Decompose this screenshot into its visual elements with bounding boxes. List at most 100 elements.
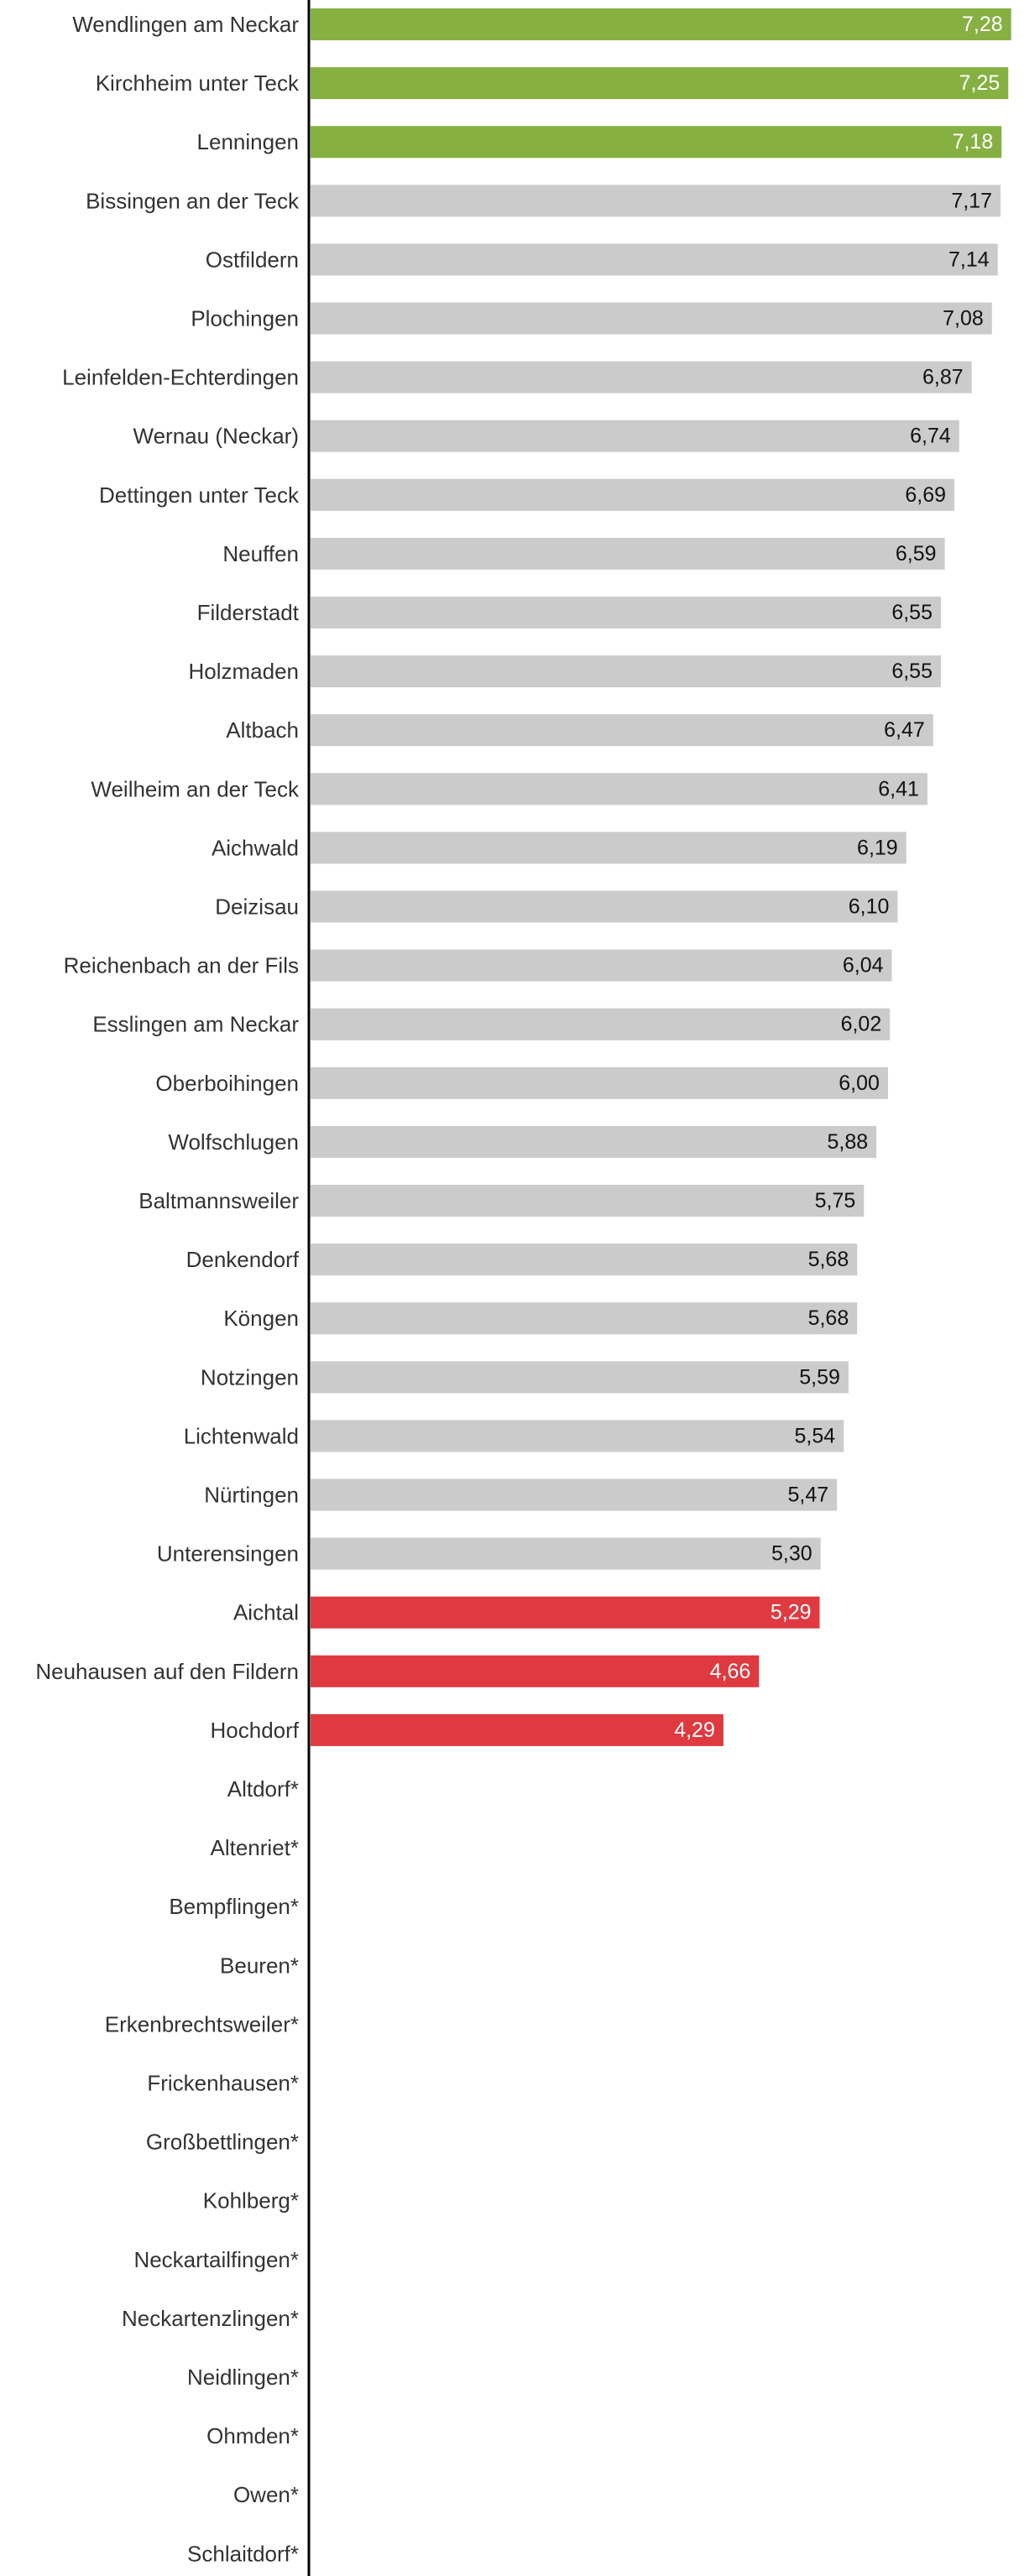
category-label: Filderstadt [197,600,300,625]
bar [311,478,955,511]
value-label: 6,04 [843,954,884,978]
category-label: Plochingen [191,306,299,331]
bar [311,1713,724,1746]
category-label: Oberboihingen [155,1071,299,1096]
value-label: 5,29 [771,1601,812,1624]
bar [311,67,1009,100]
bar [311,655,942,688]
category-label: Neuffen [222,541,299,566]
bar [311,1537,821,1570]
bar [311,890,898,923]
bar [311,302,992,335]
bar [311,126,1002,159]
value-label: 5,75 [815,1189,856,1212]
category-label: Kirchheim unter Teck [96,70,300,96]
category-label: Wolfschlugen [168,1129,299,1155]
value-label: 5,88 [828,1130,869,1154]
value-label: 4,66 [710,1660,751,1683]
bar [311,1185,865,1217]
category-label: Lichtenwald [184,1423,299,1448]
category-label: Frickenhausen* [147,2071,299,2096]
category-label: Deizisau [215,894,299,920]
value-label: 7,14 [948,248,990,271]
category-label: Dettingen unter Teck [99,482,300,508]
value-label: 5,54 [795,1424,836,1447]
bar [311,361,972,394]
value-label: 7,17 [951,189,992,212]
value-label: 6,87 [922,366,964,389]
category-label: Holzmaden [188,659,299,684]
value-label: 6,10 [849,895,890,919]
value-label: 6,00 [839,1072,880,1095]
bar [311,1125,877,1158]
bar [311,243,998,276]
category-label: Weilheim an der Teck [91,776,300,801]
bar [311,185,1001,217]
value-label: 5,68 [808,1306,849,1330]
bar [311,1302,858,1335]
value-label: 5,30 [771,1542,812,1566]
category-label: Altenriet* [211,1835,300,1860]
category-label: Wendlingen am Neckar [72,12,299,37]
bar [311,8,1011,40]
bar [311,537,945,570]
value-label: 6,41 [878,777,919,800]
category-label: Aichwald [212,835,299,860]
bar [311,1596,820,1629]
value-label: 6,19 [857,836,898,859]
category-label: Großbettlingen* [146,2130,299,2155]
category-label: Leinfelden-Echterdingen [62,365,299,390]
category-label: Altdorf* [227,1776,299,1802]
value-label: 7,28 [962,13,1003,36]
bar [311,1655,760,1687]
category-label: Schlaitdorf* [187,2541,299,2566]
value-label: 5,59 [799,1365,840,1389]
category-label: Lenningen [197,129,299,154]
value-label: 6,74 [910,425,951,448]
bar [311,597,942,628]
value-label: 6,59 [896,542,937,566]
value-label: 4,29 [674,1718,715,1742]
category-labels: Wendlingen am Neckar Kirchheim unter Teck… [35,12,300,2566]
category-label: Esslingen am Neckar [92,1012,299,1037]
category-label: Neuhausen auf den Fildern [35,1659,299,1684]
category-label: Baltmannsweiler [138,1188,299,1213]
bar [311,773,927,806]
category-label: Altbach [226,717,299,743]
bar [311,1420,844,1452]
category-label: Köngen [223,1306,299,1331]
value-label: 6,55 [891,601,933,624]
category-label: Nürtingen [204,1483,299,1508]
bar [311,1478,838,1511]
category-label: Neidlingen* [187,2365,299,2390]
value-label: 5,47 [788,1484,829,1507]
bar [311,1066,888,1099]
bars-layer: 7,28 7,25 7,18 7,17 7,14 7,08 6,87 6,74 6,69 6,59… [311,8,1011,1746]
category-label: Wernau (Neckar) [133,424,299,449]
category-label: Kohlberg* [203,2188,299,2214]
category-label: Erkenbrechtsweiler* [105,2011,299,2036]
bar [311,832,906,864]
value-label: 7,25 [959,71,1000,95]
value-label: 6,55 [891,660,933,683]
category-label: Denkendorf [186,1247,300,1272]
value-label: 6,69 [905,483,946,507]
bar [311,949,892,982]
category-label: Hochdorf [211,1718,300,1743]
bar [311,420,959,452]
bar [311,714,933,747]
value-label: 7,08 [943,307,984,331]
bar [311,1361,849,1394]
value-label: 7,18 [953,130,994,154]
category-label: Owen* [233,2482,299,2507]
category-label: Neckartailfingen* [133,2247,299,2272]
category-label: Aichtal [233,1600,299,1625]
category-label: Beuren* [220,1953,299,1978]
category-label: Ostfildern [206,247,299,272]
value-label: 6,47 [884,718,925,742]
category-label: Ohmden* [206,2423,299,2448]
value-label: 6,02 [841,1013,882,1036]
bar [311,1244,858,1276]
bar [311,1008,891,1040]
